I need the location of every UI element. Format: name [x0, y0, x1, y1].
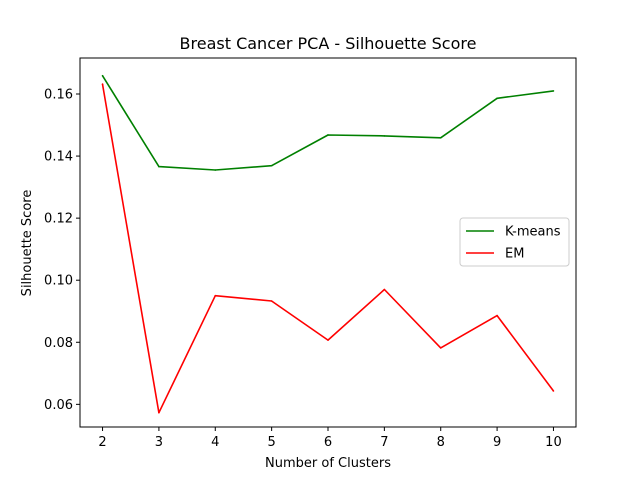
y-tick-label: 0.14	[44, 150, 73, 165]
x-tick-label: 5	[267, 435, 275, 450]
y-tick-label: 0.12	[44, 212, 73, 227]
series-layer	[101, 74, 555, 414]
x-tick-label: 4	[211, 435, 219, 450]
data-point-em	[214, 294, 217, 297]
data-point-k-means	[496, 97, 498, 100]
chart-title: Breast Cancer PCA - Silhouette Score	[180, 34, 477, 53]
legend-label-k-means: K-means	[505, 225, 561, 240]
data-point-em	[383, 288, 386, 291]
data-point-k-means	[101, 74, 104, 77]
x-tick-label: 2	[98, 435, 106, 450]
x-axis: 2 3 4 5 6 7 8 9 10	[98, 427, 562, 450]
data-point-k-means	[552, 90, 555, 92]
x-tick-label: 8	[437, 435, 445, 450]
data-point-k-means	[158, 165, 160, 168]
legend-box	[459, 217, 570, 267]
y-tick-label: 0.16	[44, 88, 73, 103]
data-point-em	[439, 347, 442, 349]
y-tick-label: 0.06	[44, 398, 73, 413]
x-tick-label: 7	[380, 435, 388, 450]
x-axis-label: Number of Clusters	[265, 456, 391, 471]
data-point-k-means	[327, 134, 329, 136]
series-line-k-means	[101, 75, 554, 171]
data-point-em	[270, 300, 273, 302]
data-point-k-means	[214, 169, 217, 171]
legend-label-em: EM	[505, 247, 524, 262]
data-point-em	[101, 83, 104, 85]
legend: K-means EM	[459, 217, 570, 267]
data-point-em	[552, 390, 555, 392]
data-point-k-means	[439, 136, 442, 139]
x-tick-label: 9	[493, 435, 501, 450]
y-axis-label: Silhouette Score	[20, 190, 35, 297]
data-point-em	[327, 339, 329, 341]
data-point-em	[158, 411, 160, 414]
data-point-k-means	[270, 164, 273, 167]
y-tick-label: 0.10	[44, 274, 73, 289]
data-point-em	[496, 314, 498, 317]
y-axis: 0.06 0.08 0.10 0.12 0.14 0.16	[44, 88, 80, 413]
x-tick-label: 6	[324, 435, 332, 450]
y-tick-label: 0.08	[44, 336, 73, 351]
x-tick-label: 3	[155, 435, 163, 450]
x-tick-label: 10	[545, 435, 562, 450]
data-point-k-means	[383, 135, 386, 137]
